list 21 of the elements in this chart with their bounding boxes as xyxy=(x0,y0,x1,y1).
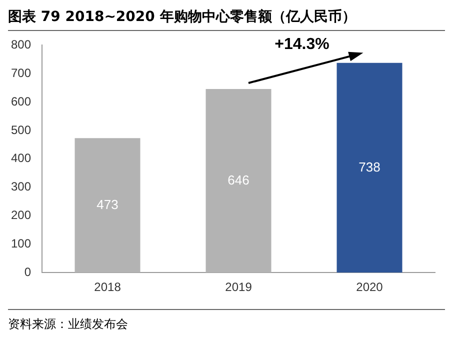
bar xyxy=(336,62,402,273)
text: 资料来源：业绩发布会 xyxy=(8,316,129,333)
y-tick-label: 400 xyxy=(10,151,32,166)
data-label: 646 xyxy=(228,172,250,188)
x-tick-label: 2019 xyxy=(225,280,252,294)
chart-title: 图表 79 2018~2020 年购物中心零售额（亿人民币） xyxy=(8,8,445,31)
x-tick-label: 2020 xyxy=(356,280,384,294)
y-tick-label: 800 xyxy=(10,38,32,52)
annotation: +14.3% xyxy=(274,36,330,54)
y-tick-label: 100 xyxy=(10,236,32,250)
bar xyxy=(74,138,140,273)
bar xyxy=(206,88,272,273)
data-label: 473 xyxy=(96,196,118,212)
y-tick-label: 300 xyxy=(10,180,32,194)
y-tick-label: 600 xyxy=(10,94,32,108)
y-tick-label: 700 xyxy=(10,66,32,80)
y-tick-label: 0 xyxy=(24,264,32,279)
data-label: 738 xyxy=(358,159,380,174)
y-tick-label: 200 xyxy=(10,208,32,222)
y-tick-label: 500 xyxy=(10,122,32,137)
x-tick-label: 2018 xyxy=(94,280,122,294)
